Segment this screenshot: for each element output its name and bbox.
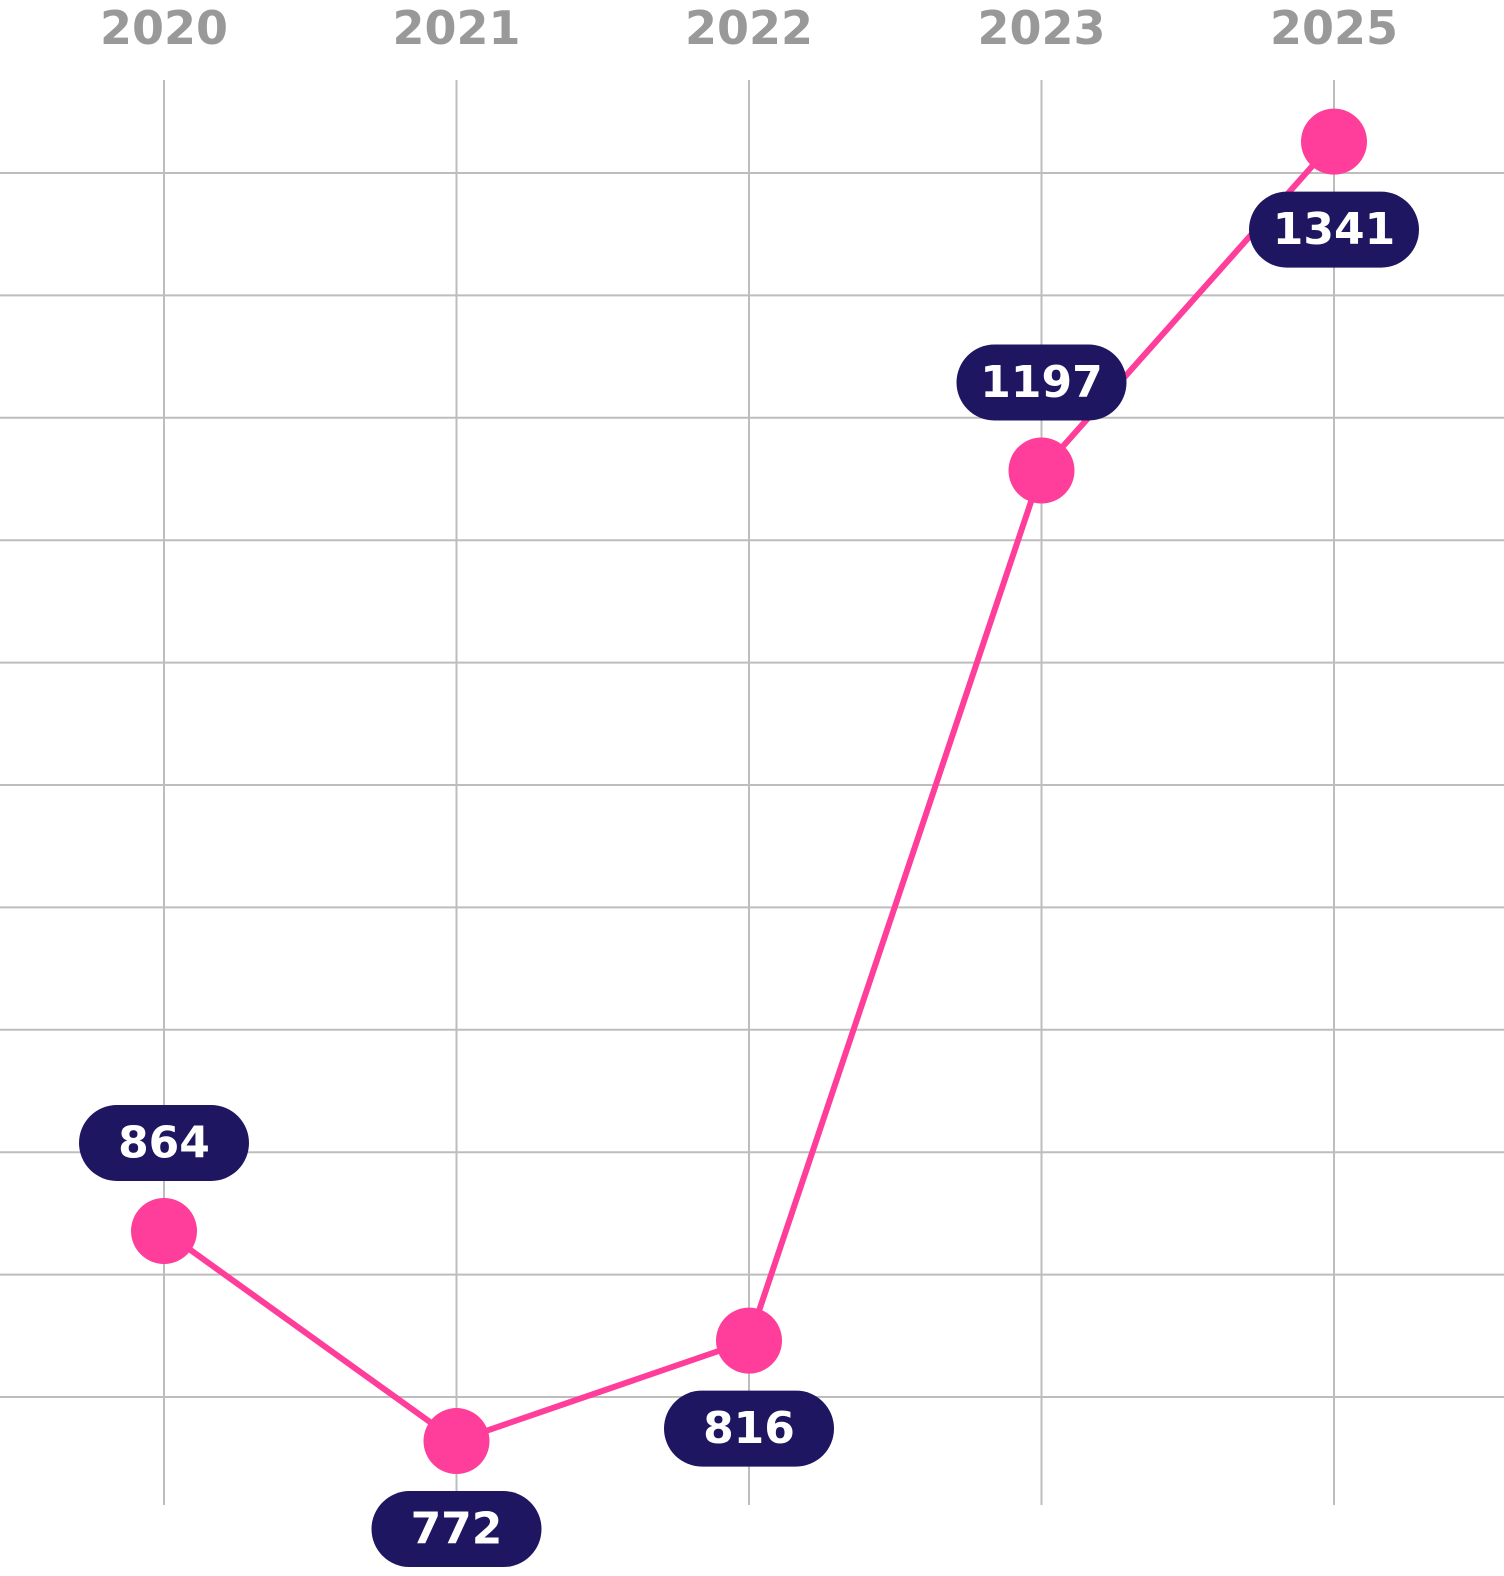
data-label: 1341 (1273, 204, 1395, 255)
x-tick-label: 2023 (977, 1, 1105, 55)
data-label: 816 (703, 1403, 795, 1454)
data-label: 864 (118, 1117, 210, 1168)
data-label: 1197 (980, 357, 1102, 408)
point (1301, 108, 1367, 175)
point (131, 1197, 197, 1264)
point (716, 1307, 782, 1374)
x-tick-label: 2020 (100, 1, 228, 55)
label-pill (79, 1104, 249, 1181)
label-pill (956, 344, 1127, 421)
x-tick-label: 2021 (392, 1, 520, 55)
label-pill (371, 1491, 542, 1568)
x-tick-label: 2025 (1270, 1, 1398, 55)
data-label: 772 (411, 1504, 503, 1555)
label-pill (664, 1390, 834, 1467)
point (423, 1408, 490, 1475)
point (1008, 437, 1075, 504)
x-tick-label: 2022 (685, 1, 813, 55)
label-pill (1249, 191, 1419, 268)
